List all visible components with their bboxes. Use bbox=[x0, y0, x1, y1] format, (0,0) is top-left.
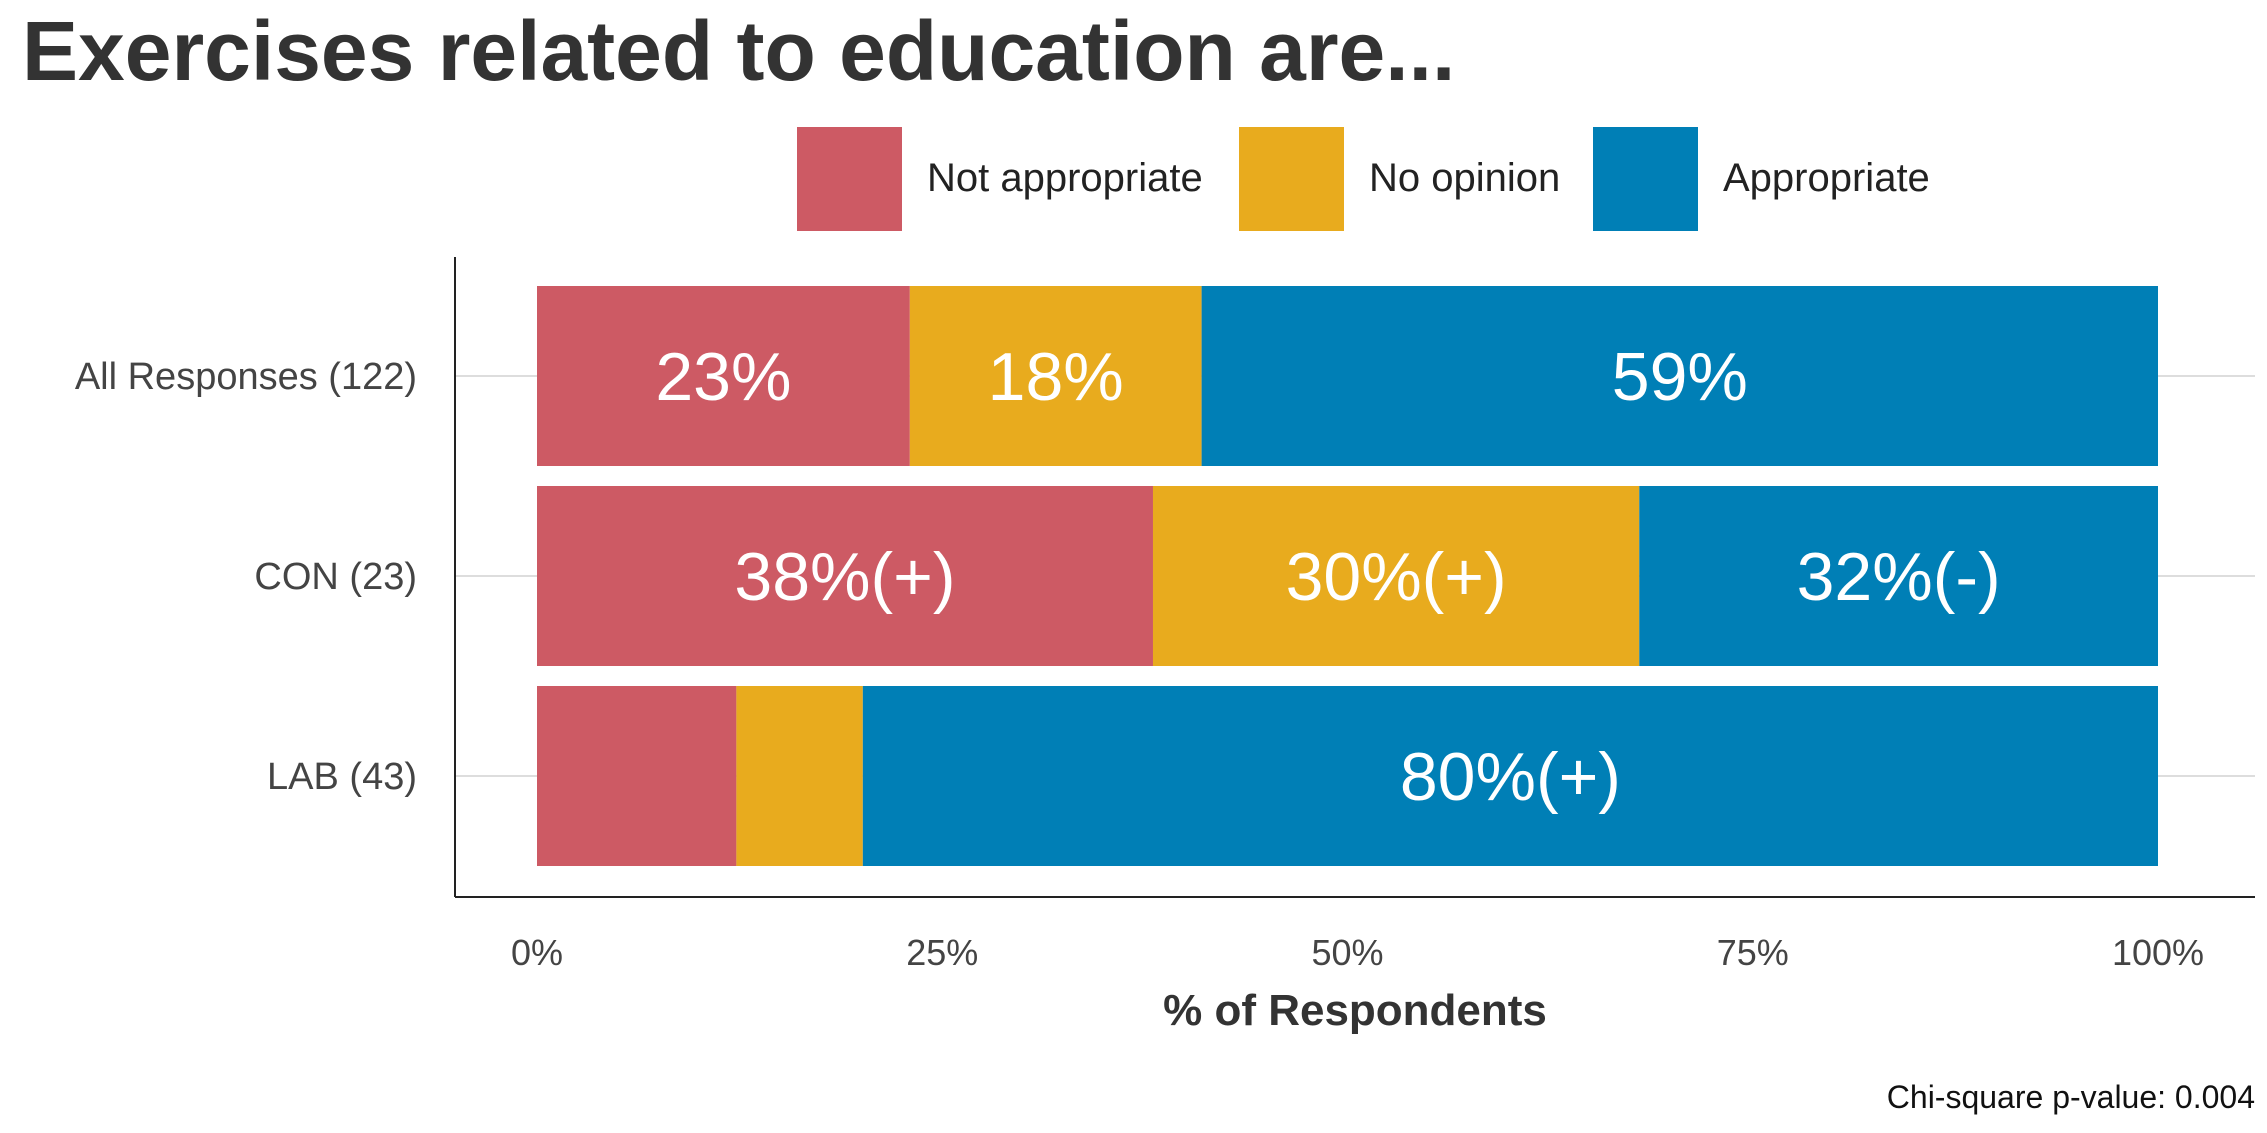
category-label-2: LAB (43) bbox=[267, 756, 417, 798]
bar-label-2-2: 80%(+) bbox=[1400, 739, 1621, 815]
x-axis-title: % of Respondents bbox=[1163, 986, 1547, 1035]
bar-segment-2-2 bbox=[862, 686, 2158, 866]
chart-title: Exercises related to education are... bbox=[22, 4, 1455, 98]
bar-segment-1-1 bbox=[1152, 486, 1640, 666]
legend-swatch-1 bbox=[1239, 127, 1344, 231]
axes bbox=[454, 257, 2255, 898]
bar-label-1-0: 38%(+) bbox=[734, 539, 955, 615]
bar-label-0-2: 59% bbox=[1612, 339, 1748, 415]
tick-labels: 0% 25% 50% 75% 100% bbox=[511, 932, 2204, 973]
legend-label-2: Appropriate bbox=[1723, 156, 1930, 200]
x-tick-label-4: 100% bbox=[2112, 932, 2204, 973]
x-tick-label-1: 25% bbox=[906, 932, 978, 973]
legend-swatch-2 bbox=[1593, 127, 1698, 231]
bar-segment-0-2 bbox=[1201, 286, 2158, 466]
bar-label-1-2: 32%(-) bbox=[1797, 539, 2001, 615]
bar-label-0-1: 18% bbox=[988, 339, 1124, 415]
category-labels: All Responses (122) CON (23) LAB (43) bbox=[75, 356, 417, 798]
bar-segment-0-0 bbox=[537, 286, 910, 466]
x-tick-label-3: 75% bbox=[1717, 932, 1789, 973]
bar-segment-2-0 bbox=[537, 686, 737, 866]
bar-label-1-1: 30%(+) bbox=[1286, 539, 1507, 615]
bar-segment-1-0 bbox=[537, 486, 1153, 666]
bar-label-0-0: 23% bbox=[655, 339, 791, 415]
bar-segment-2-1 bbox=[736, 686, 863, 866]
category-label-1: CON (23) bbox=[254, 556, 417, 598]
bar-segment-1-2 bbox=[1639, 486, 2158, 666]
chi-square-annotation: Chi-square p-value: 0.004 bbox=[1887, 1079, 2255, 1115]
bar-segment-0-1 bbox=[909, 286, 1202, 466]
legend-swatch-0 bbox=[797, 127, 902, 231]
legend-label-0: Not appropriate bbox=[927, 156, 1203, 200]
x-tick-label-2: 50% bbox=[1311, 932, 1383, 973]
bars: 23% 18% 59% 38%(+) 30%(+) 32%(-) 80%(+) bbox=[537, 286, 2158, 866]
category-label-0: All Responses (122) bbox=[75, 356, 417, 398]
legend-label-1: No opinion bbox=[1369, 156, 1560, 200]
legend: Not appropriate No opinion Appropriate bbox=[797, 127, 1930, 231]
x-tick-label-0: 0% bbox=[511, 932, 563, 973]
